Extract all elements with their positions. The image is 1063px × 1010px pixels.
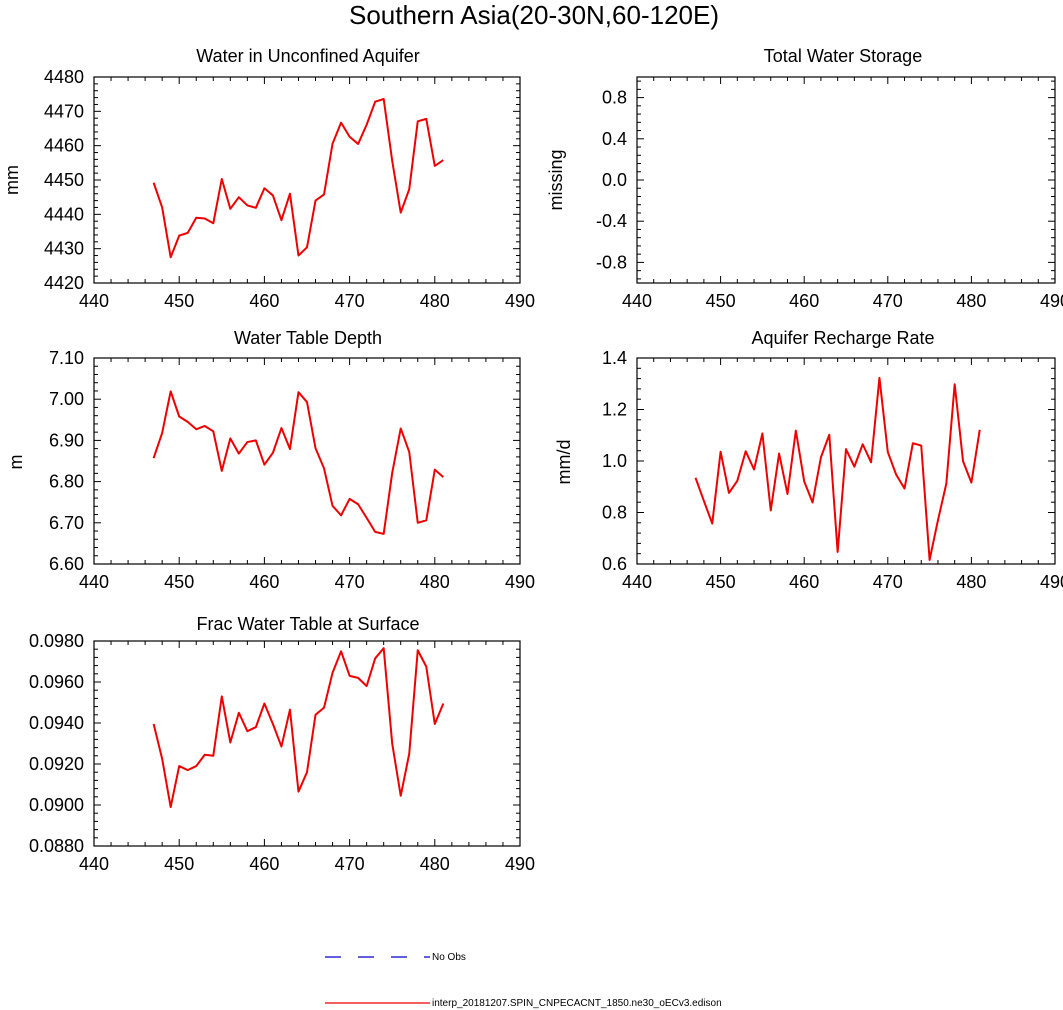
y-tick-label: 0.0900 — [29, 795, 84, 815]
y-tick-label: 0.8 — [602, 88, 627, 108]
figure-title: Southern Asia(20-30N,60-120E) — [349, 0, 719, 30]
panel-water-table-depth: Water Table Depth m 440 450 460 470 480 490 6.… — [6, 328, 535, 592]
y-tick-label: 1.4 — [602, 348, 627, 368]
x-tick-label: 440 — [79, 854, 109, 874]
x-tick-label: 470 — [873, 572, 903, 592]
y-tick-label: 4430 — [44, 239, 84, 259]
x-tick-label: 450 — [706, 572, 736, 592]
y-tick-label: 0.0980 — [29, 631, 84, 651]
y-tick-label: 0.0 — [602, 170, 627, 190]
x-tick-label: 440 — [622, 572, 652, 592]
panel-title: Total Water Storage — [764, 46, 922, 66]
panel-aquifer-recharge-rate: Aquifer Recharge Rate mm/d 440 450 460 470 4… — [554, 328, 1063, 592]
x-tick-label: 480 — [956, 572, 986, 592]
panel-water-unconfined-aquifer: Water in Unconfined Aquifer mm 440 450 460… — [2, 46, 535, 311]
x-tick-label: 490 — [1040, 291, 1063, 311]
y-axis-label: m — [6, 455, 26, 470]
y-tick-label: 4460 — [44, 136, 84, 156]
x-tick-label: 460 — [249, 572, 279, 592]
y-tick-label: 4480 — [44, 67, 84, 87]
y-tick-label: 0.6 — [602, 554, 627, 574]
x-tick-label: 480 — [420, 291, 450, 311]
legend: No Obs interp_20181207.SPIN_CNPECACNT_18… — [325, 952, 722, 1009]
y-axis-label: mm/d — [554, 440, 574, 485]
y-axis-label: missing — [546, 149, 566, 210]
x-tick-label: 450 — [164, 572, 194, 592]
x-tick-label: 470 — [335, 291, 365, 311]
x-tick-label: 460 — [249, 854, 279, 874]
y-tick-label: -0.8 — [596, 252, 627, 272]
x-tick-label: 470 — [873, 291, 903, 311]
y-tick-label: 0.4 — [602, 129, 627, 149]
y-tick-label: 6.90 — [49, 430, 84, 450]
y-tick-label: 7.10 — [49, 348, 84, 368]
y-tick-label: 0.0960 — [29, 672, 84, 692]
x-tick-label: 490 — [505, 572, 535, 592]
panel-total-water-storage: Total Water Storage missing 440 450 460 470… — [546, 46, 1063, 311]
y-tick-label: 0.8 — [602, 503, 627, 523]
x-tick-label: 490 — [1040, 572, 1063, 592]
y-tick-label: -0.4 — [596, 211, 627, 231]
panel-frac-water-table-surface: Frac Water Table at Surface 440 450 460 470… — [29, 614, 535, 874]
x-tick-label: 490 — [505, 854, 535, 874]
y-tick-label: 4440 — [44, 204, 84, 224]
panel-title: Aquifer Recharge Rate — [751, 328, 934, 348]
x-tick-label: 480 — [420, 854, 450, 874]
y-tick-label: 7.00 — [49, 389, 84, 409]
y-tick-label: 0.0940 — [29, 713, 84, 733]
x-tick-label: 480 — [420, 572, 450, 592]
plot-frame — [93, 357, 521, 565]
panel-title: Water in Unconfined Aquifer — [196, 46, 419, 66]
x-tick-label: 440 — [622, 291, 652, 311]
y-tick-label: 6.60 — [49, 554, 84, 574]
y-tick-label: 6.70 — [49, 513, 84, 533]
plot-frame — [93, 76, 521, 284]
plot-frame — [636, 76, 1056, 284]
legend-label-model: interp_20181207.SPIN_CNPECACNT_1850.ne30… — [432, 998, 722, 1009]
x-tick-label: 470 — [335, 854, 365, 874]
panel-title: Frac Water Table at Surface — [196, 614, 419, 634]
x-tick-label: 460 — [249, 291, 279, 311]
y-tick-label: 0.0920 — [29, 754, 84, 774]
plot-frame — [93, 640, 521, 847]
x-tick-label: 460 — [789, 572, 819, 592]
y-tick-label: 4420 — [44, 273, 84, 293]
x-tick-label: 450 — [164, 854, 194, 874]
x-tick-label: 450 — [706, 291, 736, 311]
y-tick-label: 1.2 — [602, 400, 627, 420]
x-tick-label: 480 — [956, 291, 986, 311]
legend-label-no-obs: No Obs — [432, 952, 466, 963]
y-tick-label: 0.0880 — [29, 836, 84, 856]
series-line — [694, 376, 981, 561]
y-axis-label: mm — [2, 165, 22, 195]
x-tick-label: 440 — [79, 291, 109, 311]
y-tick-label: 1.0 — [602, 451, 627, 471]
y-tick-label: 6.80 — [49, 472, 84, 492]
series-line — [152, 97, 444, 259]
x-tick-label: 470 — [335, 572, 365, 592]
panel-title: Water Table Depth — [234, 328, 382, 348]
x-tick-label: 490 — [505, 291, 535, 311]
series-line — [152, 647, 445, 809]
x-tick-label: 460 — [789, 291, 819, 311]
y-tick-label: 4470 — [44, 101, 84, 121]
y-tick-label: 4450 — [44, 170, 84, 190]
x-tick-label: 440 — [79, 572, 109, 592]
series-line — [152, 390, 444, 535]
x-tick-label: 450 — [164, 291, 194, 311]
